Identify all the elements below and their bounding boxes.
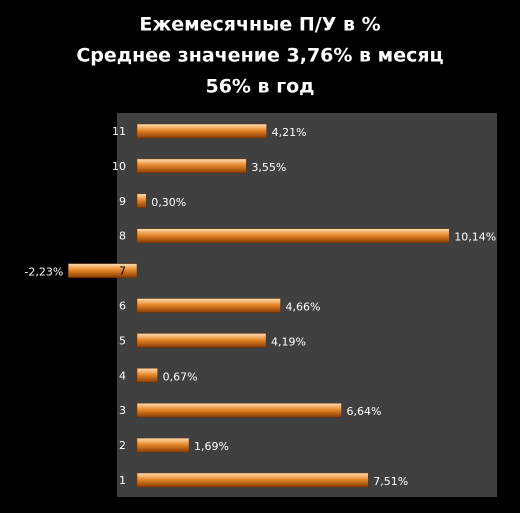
bar — [136, 298, 281, 313]
bar — [136, 368, 158, 383]
y-tick-label: 8 — [119, 230, 126, 243]
value-label: 1,69% — [194, 440, 229, 453]
value-label: 4,19% — [271, 335, 306, 348]
bar — [136, 472, 369, 488]
bar — [136, 437, 190, 453]
bar — [136, 158, 247, 174]
bar — [136, 333, 267, 348]
y-tick-label: 4 — [119, 369, 126, 382]
bar — [68, 263, 138, 278]
value-label: 6,64% — [347, 405, 382, 418]
chart-subtitle: Среднее значение 3,76% в месяц — [76, 45, 443, 67]
y-tick-label: 10 — [112, 160, 126, 173]
value-label: 10,14% — [454, 231, 496, 244]
y-tick-label: 7 — [119, 265, 126, 278]
bar — [136, 402, 342, 418]
y-tick-label: 9 — [119, 195, 126, 208]
chart-title: Ежемесячные П/У в % — [139, 14, 380, 36]
bar — [136, 123, 267, 139]
y-tick-label: 2 — [119, 439, 126, 452]
value-label: 0,67% — [163, 370, 198, 383]
value-label: -2,23% — [24, 266, 63, 279]
y-tick-label: 3 — [119, 404, 126, 417]
bar — [136, 193, 147, 209]
y-tick-label: 5 — [119, 334, 126, 347]
value-label: 0,30% — [151, 196, 186, 209]
value-label: 7,51% — [373, 475, 408, 488]
y-tick-label: 6 — [119, 300, 126, 313]
value-label: 4,66% — [286, 301, 321, 314]
y-tick-label: 1 — [119, 474, 126, 487]
y-tick-label: 11 — [112, 125, 126, 138]
value-label: 4,21% — [272, 126, 307, 139]
bar — [136, 228, 450, 243]
chart-subtitle: 56% в год — [205, 76, 314, 98]
value-label: 3,55% — [251, 161, 286, 174]
